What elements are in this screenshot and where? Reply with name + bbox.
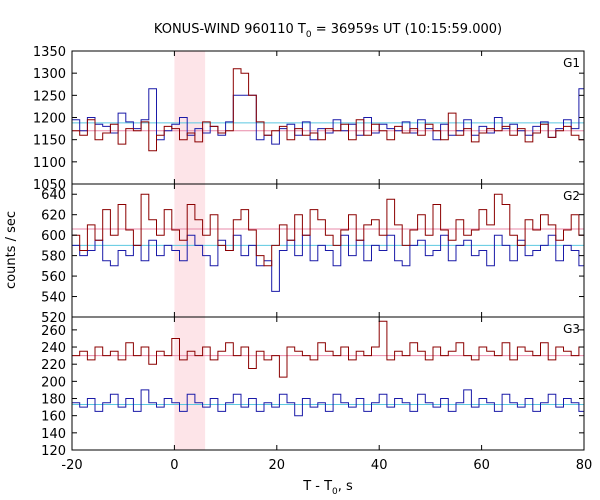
chart-title-rest: = 36959s UT (10:15:59.000) bbox=[312, 22, 502, 37]
x-tick-label-80: 80 bbox=[576, 458, 593, 473]
panel-frame-g3 bbox=[71, 316, 585, 451]
x-axis-label: T - T0, s bbox=[302, 479, 353, 497]
series-layer bbox=[72, 68, 584, 417]
y-tick-label-g3-220: 220 bbox=[41, 358, 66, 373]
y-tick-label-g2-600: 600 bbox=[41, 229, 66, 244]
y-tick-label-g2-620: 620 bbox=[41, 209, 66, 224]
y-tick-label-g2-540: 540 bbox=[41, 291, 66, 306]
y-tick-label-g3-240: 240 bbox=[41, 341, 66, 356]
y-tick-label-g1-1350: 1350 bbox=[33, 45, 66, 60]
series-red-g2 bbox=[72, 193, 584, 267]
y-tick-label-g3-200: 200 bbox=[41, 375, 66, 390]
y-tick-label-g1-1100: 1100 bbox=[33, 156, 66, 171]
panel-label-g2: G2 bbox=[563, 189, 580, 203]
panel-label-g1: G1 bbox=[563, 56, 580, 70]
y-axis-label: counts / sec bbox=[4, 211, 19, 289]
chart-title-subscript: 0 bbox=[306, 30, 312, 40]
y-tick-label-g1-1250: 1250 bbox=[33, 89, 66, 104]
tick-layer: G11050110011501200125013001350G252054056… bbox=[33, 45, 592, 473]
series-blue-g3 bbox=[72, 389, 584, 417]
y-tick-label-g2-520: 520 bbox=[41, 311, 66, 326]
x-tick-label-60: 60 bbox=[473, 458, 490, 473]
y-tick-label-g2-580: 580 bbox=[41, 250, 66, 265]
y-tick-label-g3-140: 140 bbox=[41, 427, 66, 442]
y-tick-label-g3-160: 160 bbox=[41, 410, 66, 425]
y-tick-label-g2-560: 560 bbox=[41, 270, 66, 285]
x-axis-label-main: T - T bbox=[302, 479, 332, 494]
y-tick-label-g1-1050: 1050 bbox=[33, 178, 66, 193]
y-tick-label-g3-120: 120 bbox=[41, 444, 66, 459]
x-tick-label-0: 0 bbox=[170, 458, 178, 473]
series-blue-g1 bbox=[72, 88, 584, 145]
x-tick-label-40: 40 bbox=[371, 458, 388, 473]
x-axis-label-subscript: 0 bbox=[332, 487, 338, 497]
series-red-g3 bbox=[72, 320, 584, 378]
y-tick-label-g3-180: 180 bbox=[41, 393, 66, 408]
series-red-g1 bbox=[72, 68, 584, 152]
y-tick-label-g1-1150: 1150 bbox=[33, 134, 66, 149]
y-tick-label-g2-640: 640 bbox=[41, 188, 66, 203]
panel-label-g3: G3 bbox=[563, 322, 580, 336]
highlight-band-g3 bbox=[174, 317, 206, 450]
y-tick-label-g3-260: 260 bbox=[41, 324, 66, 339]
series-blue-g2 bbox=[72, 234, 584, 292]
x-tick-label--20: -20 bbox=[61, 458, 82, 473]
x-tick-label-20: 20 bbox=[269, 458, 286, 473]
y-tick-label-g1-1200: 1200 bbox=[33, 112, 66, 127]
y-tick-label-g1-1300: 1300 bbox=[33, 67, 66, 82]
chart-title: KONUS-WIND 960110 T0 = 36959s UT (10:15:… bbox=[154, 22, 502, 40]
x-axis-label-rest: , s bbox=[338, 479, 353, 494]
chart-title-main: KONUS-WIND 960110 T bbox=[154, 22, 306, 37]
